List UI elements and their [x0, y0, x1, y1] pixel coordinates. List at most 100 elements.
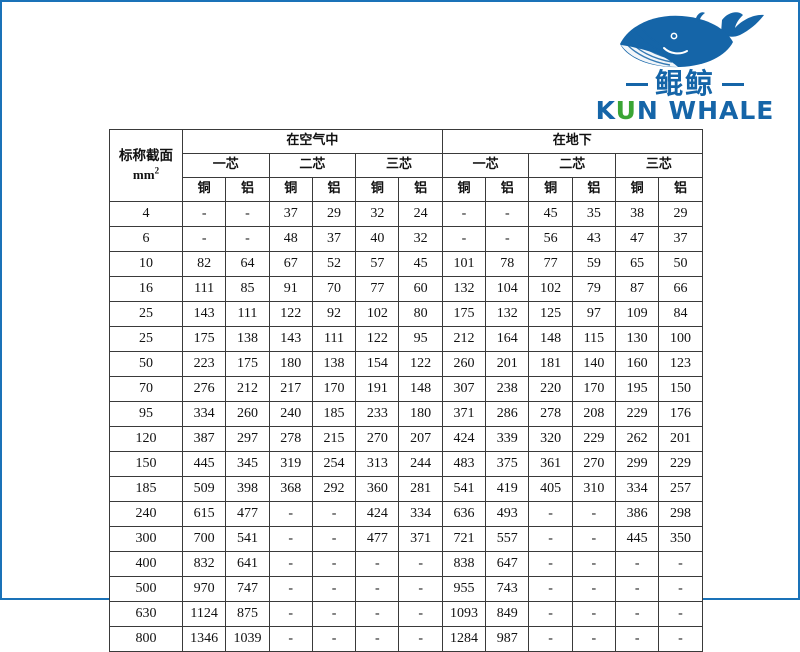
- cell-ampacity: 77: [355, 276, 400, 302]
- cell-ampacity: 77: [528, 251, 573, 277]
- table-row: 95 334 260 240 185 233 180 371 286 278 208 229 176: [109, 401, 703, 427]
- cell-ampacity: 45: [528, 201, 573, 227]
- cell-ampacity: 477: [225, 501, 270, 527]
- cell-ampacity: -: [268, 501, 313, 527]
- cell-ampacity: -: [268, 576, 313, 602]
- header-metal-7: 铝: [485, 177, 530, 202]
- cell-ampacity: 398: [225, 476, 270, 502]
- cell-ampacity: 24: [398, 201, 443, 227]
- header-metal-6: 铜: [441, 177, 487, 202]
- cell-ampacity: 1124: [181, 601, 227, 627]
- cell-ampacity: -: [528, 551, 573, 577]
- cell-ampacity: -: [571, 601, 617, 627]
- cell-nominal-section: 630: [109, 601, 183, 627]
- cell-ampacity: -: [355, 601, 400, 627]
- cell-nominal-section: 185: [109, 476, 183, 502]
- header-row-cores: 一芯 二芯 三芯 一芯 二芯 三芯: [110, 153, 703, 178]
- cell-ampacity: 122: [268, 301, 313, 327]
- cell-nominal-section: 800: [109, 626, 183, 652]
- cell-ampacity: 138: [225, 326, 270, 352]
- table-row: 800 1346 1039- - - -1284 987- - - -: [109, 626, 703, 652]
- cell-ampacity: -: [528, 626, 573, 652]
- table-body: 4- -37 29 32 24- -45 35 38 29 6- -48 37 40 32- -56 43 47…: [109, 201, 703, 652]
- cell-ampacity: 424: [441, 426, 487, 452]
- cell-ampacity: 238: [485, 376, 530, 402]
- cell-ampacity: -: [658, 551, 703, 577]
- cell-ampacity: 201: [485, 351, 530, 377]
- cell-ampacity: 180: [398, 401, 443, 427]
- cell-ampacity: 257: [658, 476, 703, 502]
- cell-ampacity: 276: [181, 376, 227, 402]
- cell-ampacity: 254: [311, 451, 357, 477]
- cell-ampacity: 360: [355, 476, 400, 502]
- cell-ampacity: 138: [311, 351, 357, 377]
- cell-ampacity: 208: [571, 401, 617, 427]
- cell-ampacity: 100: [658, 326, 703, 352]
- cell-ampacity: 310: [571, 476, 617, 502]
- company-logo: 鲲鲸 KUN WHALE: [590, 10, 780, 125]
- cell-ampacity: 368: [268, 476, 313, 502]
- cell-ampacity: 122: [398, 351, 443, 377]
- cell-ampacity: 298: [658, 501, 703, 527]
- header-core-air-2: 二芯: [268, 153, 357, 178]
- cell-ampacity: 140: [571, 351, 617, 377]
- ampacity-table: 标称截面 mm2 在空气中 在地下 一芯 二芯 三芯 一芯 二芯 三芯 铜 铝: [109, 129, 703, 652]
- cell-ampacity: 260: [225, 401, 270, 427]
- table-row: 16 111 85 91 70 77 60 132 104 102 79 87 66: [109, 276, 703, 302]
- cell-ampacity: 721: [441, 526, 487, 552]
- cell-nominal-section: 16: [109, 276, 183, 302]
- header-metal-2: 铜: [268, 177, 313, 202]
- cell-ampacity: 65: [615, 251, 660, 277]
- cell-ampacity: -: [355, 551, 400, 577]
- cell-ampacity: 79: [571, 276, 617, 302]
- cell-ampacity: 361: [528, 451, 573, 477]
- cell-ampacity: 386: [615, 501, 660, 527]
- cell-ampacity: 175: [181, 326, 227, 352]
- cell-ampacity: 281: [398, 476, 443, 502]
- cell-ampacity: 1039: [225, 626, 270, 652]
- table-row: 630 1124 875- - - -1093 849- - - -: [109, 601, 703, 627]
- cell-ampacity: 122: [355, 326, 400, 352]
- cell-ampacity: 387: [181, 426, 227, 452]
- table-row: 25 143 111 122 92 102 80 175 132 125 97 109 84: [109, 301, 703, 327]
- cell-ampacity: -: [398, 626, 443, 652]
- cell-ampacity: 320: [528, 426, 573, 452]
- cell-nominal-section: 50: [109, 351, 183, 377]
- cell-ampacity: -: [311, 551, 357, 577]
- cell-ampacity: 371: [441, 401, 487, 427]
- cell-ampacity: 125: [528, 301, 573, 327]
- table-header: 标称截面 mm2 在空气中 在地下 一芯 二芯 三芯 一芯 二芯 三芯 铜 铝: [109, 129, 703, 202]
- cell-ampacity: 67: [268, 251, 313, 277]
- cell-ampacity: 350: [658, 526, 703, 552]
- cell-nominal-section: 70: [109, 376, 183, 402]
- cell-ampacity: 875: [225, 601, 270, 627]
- cell-ampacity: 260: [441, 351, 487, 377]
- cell-ampacity: -: [311, 576, 357, 602]
- cell-ampacity: -: [571, 501, 617, 527]
- logo-english-rest: N WHALE: [636, 96, 775, 125]
- cell-ampacity: 509: [181, 476, 227, 502]
- cell-ampacity: 92: [311, 301, 357, 327]
- cell-ampacity: 176: [658, 401, 703, 427]
- cell-ampacity: 29: [658, 201, 703, 227]
- cell-ampacity: 838: [441, 551, 487, 577]
- cell-ampacity: -: [615, 576, 660, 602]
- header-core-air-3: 三芯: [355, 153, 443, 178]
- cell-ampacity: 60: [398, 276, 443, 302]
- cell-ampacity: 85: [225, 276, 270, 302]
- cell-ampacity: 832: [181, 551, 227, 577]
- cell-ampacity: 111: [225, 301, 270, 327]
- table-row: 500 970 747- - - -955 743- - - -: [109, 576, 703, 602]
- cell-ampacity: 419: [485, 476, 530, 502]
- dash-right: [722, 82, 744, 86]
- cell-nominal-section: 400: [109, 551, 183, 577]
- cell-ampacity: -: [268, 551, 313, 577]
- cell-ampacity: 43: [571, 226, 617, 252]
- cell-ampacity: 493: [485, 501, 530, 527]
- cell-ampacity: 40: [355, 226, 400, 252]
- cell-ampacity: 35: [571, 201, 617, 227]
- cell-ampacity: 115: [571, 326, 617, 352]
- cell-ampacity: 307: [441, 376, 487, 402]
- cell-ampacity: 334: [181, 401, 227, 427]
- header-metal-4: 铜: [355, 177, 400, 202]
